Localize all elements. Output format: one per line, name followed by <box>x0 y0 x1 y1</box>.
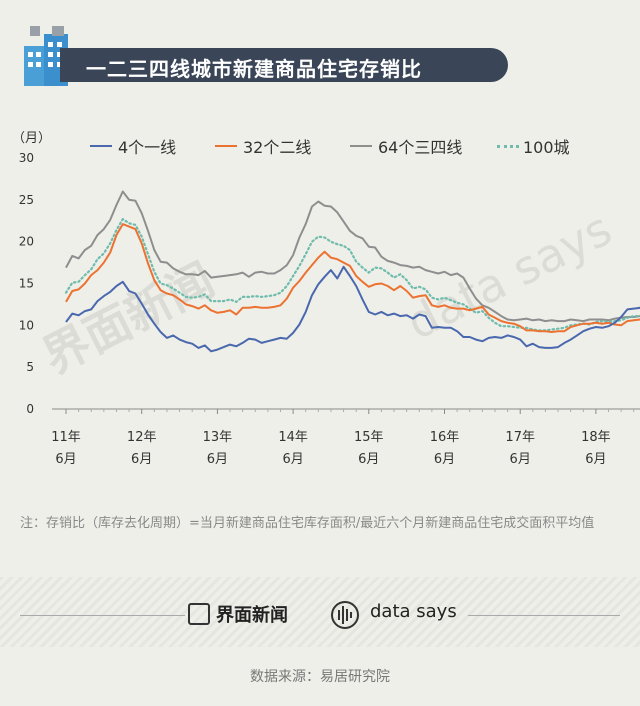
x-tick-label-year: 12年 <box>127 430 157 445</box>
footnote: 注：存销比（库存去化周期）=当月新建商品住宅库存面积/最近六个月新建商品住宅成交… <box>20 516 595 531</box>
series-line-3 <box>64 218 640 332</box>
y-tick-label: 15 <box>19 277 34 291</box>
divider-right <box>468 615 620 616</box>
y-tick-label: 5 <box>26 360 34 374</box>
x-tick-label-month: 6月 <box>282 452 303 467</box>
datasays-logo-icon <box>331 601 359 629</box>
y-tick-label: 0 <box>26 402 34 416</box>
x-tick-label-year: 16年 <box>430 430 460 445</box>
x-tick-label-month: 6月 <box>510 452 531 467</box>
x-tick-label-year: 18年 <box>581 430 611 445</box>
y-tick-label: 10 <box>19 318 34 332</box>
y-axis-unit: （月） <box>12 131 52 146</box>
series-line-2 <box>65 190 640 323</box>
y-tick-label: 25 <box>19 193 34 207</box>
x-tick-label-month: 6月 <box>55 452 76 467</box>
x-tick-label-month: 6月 <box>207 452 228 467</box>
legend-swatch-100 <box>497 145 519 148</box>
x-tick-label-month: 6月 <box>585 452 606 467</box>
brand-band <box>0 577 640 647</box>
x-tick-label-year: 15年 <box>354 430 384 445</box>
x-tick-label-year: 17年 <box>505 430 535 445</box>
legend-label-tier3: 64个三四线 <box>378 138 463 157</box>
legend-swatch-tier2 <box>215 145 237 147</box>
y-tick-label: 30 <box>19 151 34 165</box>
legend-label-tier1: 4个一线 <box>118 138 177 157</box>
data-source: 数据来源：易居研究院 <box>250 669 390 685</box>
chart-title: 一二三四线城市新建商品住宅存销比 <box>86 57 422 81</box>
title-bar <box>60 48 508 82</box>
x-tick-label-month: 6月 <box>131 452 152 467</box>
x-tick-label-year: 13年 <box>203 430 233 445</box>
x-tick-label-year: 14年 <box>278 430 308 445</box>
divider-left <box>20 615 185 616</box>
x-tick-label-month: 6月 <box>434 452 455 467</box>
line-chart: 0 5 10 15 20 25 30 11年 6月 12年 6月 13年 6月 14年 6月 15年 6月 16年… <box>19 151 640 467</box>
legend-swatch-tier1 <box>90 145 112 147</box>
jiemian-logo-text: 界面新闻 <box>216 605 288 626</box>
legend-label-100: 100城 <box>523 138 570 157</box>
x-tick-label-month: 6月 <box>358 452 379 467</box>
legend-swatch-tier3 <box>350 145 372 147</box>
series-line-0 <box>65 265 640 353</box>
datasays-logo-text: data says <box>370 601 457 622</box>
legend-label-tier2: 32个二线 <box>243 138 312 157</box>
x-tick-label-year: 11年 <box>51 430 81 445</box>
y-tick-label: 20 <box>19 235 34 249</box>
jiemian-logo-icon <box>188 603 210 625</box>
